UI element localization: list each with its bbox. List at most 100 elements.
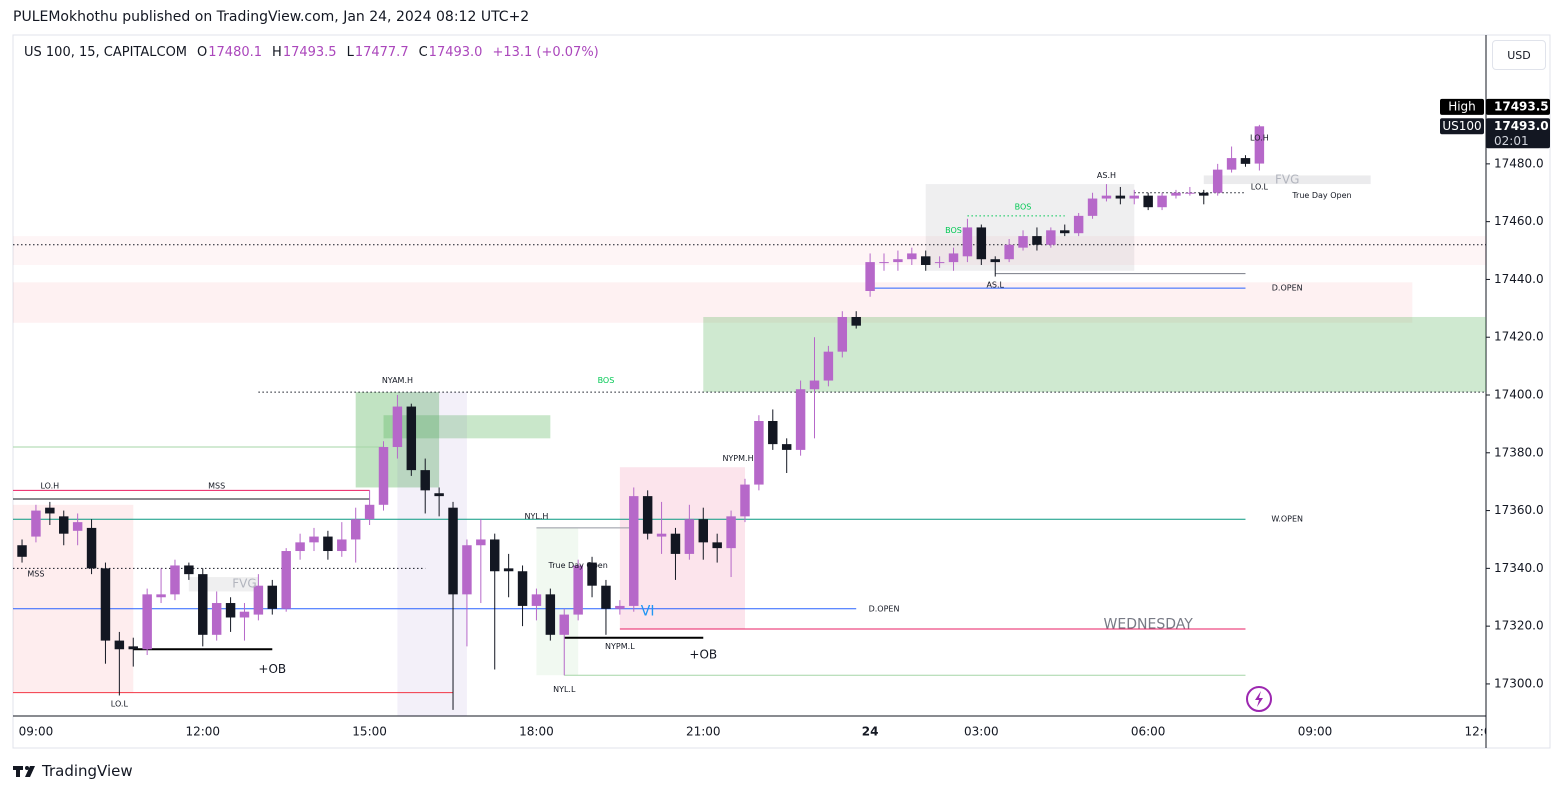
candle-body — [795, 389, 806, 450]
price-label-countdown: 02:01 — [1494, 134, 1529, 148]
candle-body — [934, 262, 945, 264]
drawing-label: FVG — [232, 577, 256, 591]
ohlc-value: 17477.7 — [354, 45, 409, 60]
candle-body — [642, 496, 653, 534]
x-tick-label: 12:00 — [185, 725, 220, 739]
y-tick-label: 17320.0 — [1494, 619, 1544, 633]
candle-body — [712, 542, 722, 549]
drawing-label: NYL.H — [524, 512, 548, 521]
zone — [925, 184, 1135, 271]
drawing-label: BOS — [945, 226, 962, 235]
price-label-name-bg — [1440, 118, 1484, 135]
x-tick-label: 06:00 — [1131, 725, 1166, 739]
drawing-label: +OB — [258, 662, 286, 676]
ohlc-close: C17493.0 — [419, 45, 483, 60]
candle-body — [629, 496, 639, 606]
candle-body — [45, 507, 55, 514]
zone — [13, 504, 134, 693]
candle-body — [698, 519, 709, 543]
drawing-label: LO.H — [40, 482, 59, 491]
price-label-bg — [1486, 118, 1550, 149]
candle-body — [948, 253, 959, 263]
price-labels: High 17493.5 US100 17493.002:01 — [1440, 98, 1550, 149]
drawing-label: True Day Open — [548, 561, 608, 570]
candle-body — [907, 253, 917, 260]
candle-body — [170, 565, 180, 595]
candle-body — [1004, 244, 1014, 260]
y-tick-label: 17460.0 — [1494, 214, 1544, 228]
candle-body — [1185, 192, 1195, 194]
x-tick-label: 15:00 — [352, 725, 387, 739]
time-axis: 09:00 12:00 15:00 18:00 21:00 24 03:00 06:00 09:… — [19, 725, 1500, 739]
drawing-label: True Day Open — [1291, 191, 1351, 200]
candle-body — [893, 259, 903, 263]
price-label-name: US100 — [1442, 119, 1481, 133]
candle-body — [573, 565, 583, 615]
candle-body — [1129, 195, 1139, 199]
ohlc-key: C — [418, 45, 428, 60]
candle-body — [809, 380, 820, 390]
y-tick-label: 17360.0 — [1494, 503, 1544, 517]
publisher-line: PULEMokhothu published on TradingView.co… — [13, 9, 530, 25]
drawing-label: LO.H — [1250, 133, 1269, 142]
candle-body — [350, 519, 361, 540]
ohlc-key: O — [197, 45, 208, 60]
candle-body — [1171, 192, 1181, 196]
candle-body — [337, 539, 347, 552]
candle-body — [517, 571, 528, 606]
price-label-name-bg — [1440, 98, 1484, 115]
candle-body — [434, 493, 444, 497]
alert-icon[interactable] — [1246, 686, 1272, 712]
candle-body — [740, 484, 750, 517]
y-tick-label: 17420.0 — [1494, 330, 1544, 344]
drawings — [13, 175, 1486, 716]
ohlc-low: L17477.7 — [347, 45, 409, 60]
candle-body — [364, 504, 375, 520]
change: +13.1 (+0.07%) — [492, 45, 599, 60]
candle-body — [448, 507, 458, 595]
candle-body — [1101, 195, 1112, 199]
x-tick-label: 09:00 — [1298, 725, 1333, 739]
ohlc-open: O17480.1 — [197, 45, 262, 60]
candle-body — [253, 585, 264, 615]
candle-body — [267, 585, 278, 609]
candle-body — [309, 536, 319, 543]
drawing-label: AS.L — [986, 281, 1004, 290]
candle-body — [781, 444, 792, 450]
candle-body — [142, 594, 152, 650]
candle-body — [545, 594, 556, 635]
ohlc-high: H17493.5 — [272, 45, 337, 60]
candle-body — [1032, 236, 1042, 245]
x-tick-label: 12:00 — [1465, 725, 1500, 739]
y-tick-label: 17380.0 — [1494, 445, 1544, 459]
candle-body — [1046, 230, 1056, 245]
y-tick-label: 17480.0 — [1494, 156, 1544, 170]
drawing-label: MSS — [208, 482, 225, 491]
drawing-label: NYL.L — [553, 685, 576, 694]
candle-body — [86, 527, 97, 569]
candle-body — [1212, 169, 1223, 193]
drawing-label: BOS — [598, 376, 615, 385]
drawing-label: BOS — [1015, 203, 1032, 212]
candle-body — [684, 519, 695, 554]
ohlc-key: L — [346, 45, 354, 60]
candle-body — [726, 516, 736, 549]
candle-body — [503, 568, 514, 572]
candle-body — [128, 646, 138, 650]
ohlc-value: 17493.0 — [428, 45, 483, 60]
candle-body — [851, 316, 861, 326]
drawing-label: FVG — [1275, 172, 1299, 186]
candle-body — [615, 605, 625, 609]
currency-button[interactable]: USD — [1492, 40, 1546, 70]
candle-body — [59, 516, 69, 534]
symbol-legend: US 100, 15, CAPITALCOM O17480.1 H17493.5… — [24, 45, 599, 60]
candle-body — [531, 594, 542, 606]
candle-body — [670, 533, 681, 554]
price-label-value: 17493.5 — [1494, 99, 1549, 113]
candle-body — [1073, 215, 1084, 234]
candle-body — [114, 640, 125, 650]
candle-body — [323, 536, 333, 552]
zone — [619, 467, 745, 630]
candle-body — [406, 406, 417, 471]
candle-body — [559, 614, 569, 635]
